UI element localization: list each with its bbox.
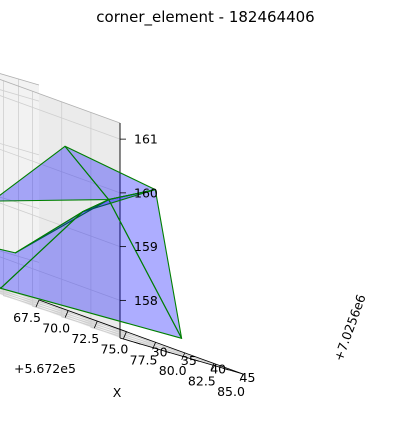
pane-edge-top xyxy=(0,73,121,124)
x-tick-label: 72.5 xyxy=(71,331,99,346)
z-tick-label: 158 xyxy=(134,293,158,308)
grid-line-x xyxy=(32,91,156,343)
grid-line-y xyxy=(0,291,165,352)
y-offset-label: +7.0256e6 xyxy=(331,292,369,363)
grid-line-z xyxy=(0,89,121,140)
grid-line-z xyxy=(0,143,121,194)
grid-line-x xyxy=(3,80,127,333)
y-tick-label: 40 xyxy=(210,361,226,376)
grid-line-y xyxy=(0,293,135,343)
grid-line-x xyxy=(0,292,98,322)
y-tick-mark xyxy=(163,350,171,354)
chart-title: corner_element - 182464406 xyxy=(96,8,315,26)
x-tick-label: 80.0 xyxy=(159,363,187,378)
grid-line-z xyxy=(0,196,121,247)
grid-line-y xyxy=(18,79,223,369)
x-tick-mark xyxy=(35,299,40,308)
y-tick-label: 45 xyxy=(240,370,256,385)
surface-face-4 xyxy=(0,145,110,202)
tick-marks xyxy=(35,138,244,382)
y-tick-mark xyxy=(222,367,229,371)
z-tick-label: 161 xyxy=(134,132,158,147)
grid-line-x xyxy=(0,290,69,311)
x-tick-label: 70.0 xyxy=(42,321,70,336)
x-tick-label: 82.5 xyxy=(188,373,216,388)
surface-faces xyxy=(0,145,183,339)
x-tick-label: 77.5 xyxy=(130,352,158,367)
x-offset-label: +5.672e5 xyxy=(14,361,76,376)
left-pane xyxy=(0,73,39,300)
x-tick-mark xyxy=(210,363,215,371)
grid-line-z xyxy=(0,250,121,301)
y-tick-mark xyxy=(134,341,141,345)
z-tick-label: 159 xyxy=(134,239,158,254)
grid-line-x xyxy=(90,112,215,364)
x-tick-mark xyxy=(93,320,98,329)
x-axis-line xyxy=(38,299,244,375)
x-tick-mark xyxy=(152,342,156,350)
x-tick-label: 75.0 xyxy=(101,342,129,357)
x-tick-mark xyxy=(239,373,244,382)
x-tick-mark xyxy=(181,352,186,361)
x-tick-mark xyxy=(123,331,127,339)
x-tick-mark xyxy=(64,310,69,318)
y-tick-label: 35 xyxy=(181,353,197,368)
y-tick-label: 30 xyxy=(152,344,168,359)
y-tick-mark xyxy=(193,359,200,362)
x-axis-title: X xyxy=(113,385,122,400)
x-tick-label: 85.0 xyxy=(217,384,245,399)
grid-line-x xyxy=(61,101,185,354)
z-tick-label: 160 xyxy=(134,185,158,200)
x-tick-label: 67.5 xyxy=(13,310,41,325)
surface-face-7 xyxy=(0,211,84,289)
